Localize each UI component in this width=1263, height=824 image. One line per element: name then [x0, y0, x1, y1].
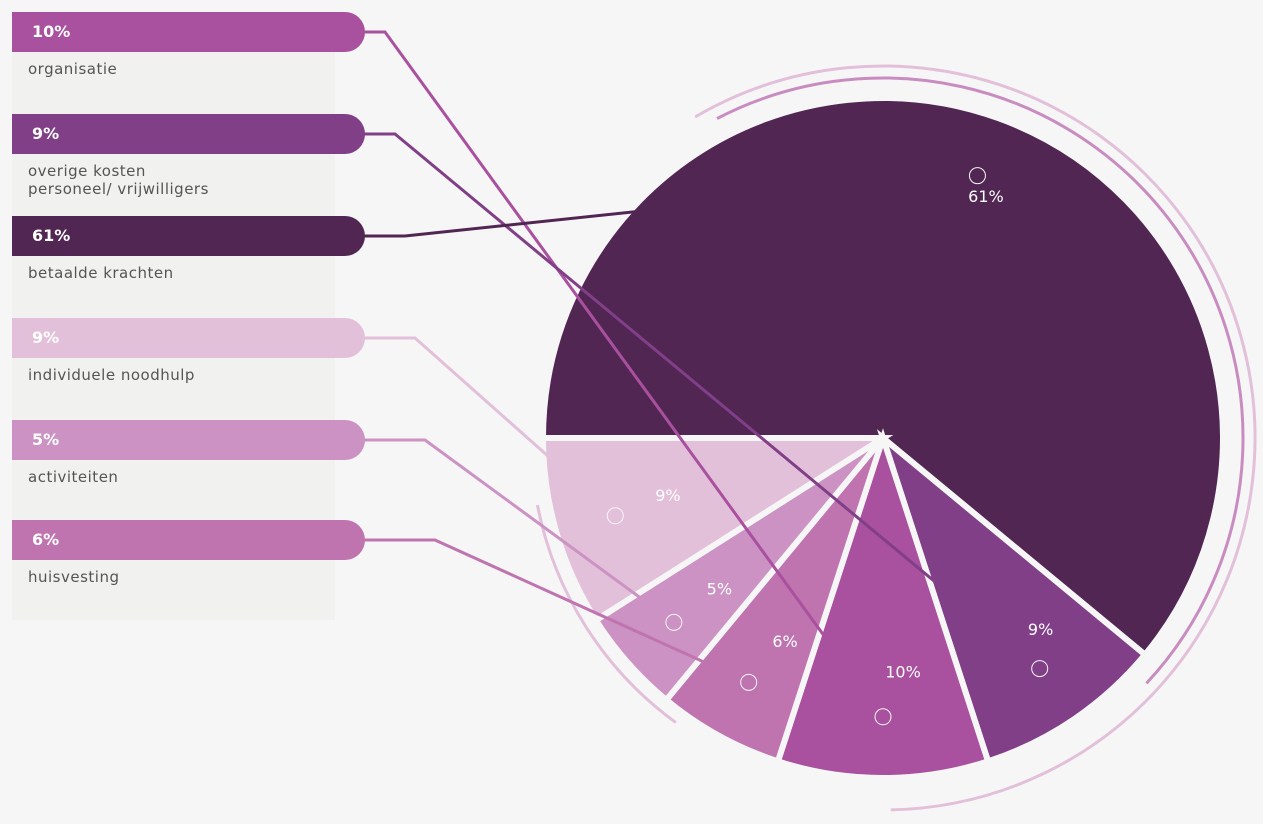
legend-label: individuele noodhulp	[28, 366, 195, 384]
slice-label: 61%	[968, 187, 1004, 206]
decor-arc	[535, 504, 677, 724]
connector	[342, 336, 617, 517]
pie-slice	[539, 95, 1226, 659]
slice-dot	[1031, 660, 1049, 678]
legend-label: organisatie	[28, 60, 118, 78]
legend-label: betaalde krachten	[28, 264, 174, 282]
slice-dot	[968, 167, 986, 185]
slice-label: 5%	[707, 579, 732, 598]
slice-dot	[740, 673, 758, 691]
legend-pill: 5%	[12, 420, 365, 460]
legend-pill: 10%	[12, 12, 365, 52]
legend-pill: 9%	[12, 318, 365, 358]
legend-label: huisvesting	[28, 568, 120, 586]
connector	[342, 438, 675, 624]
connector	[342, 538, 750, 684]
slice-label: 6%	[772, 632, 797, 651]
slice-dot	[665, 613, 683, 631]
legend-panel	[12, 12, 335, 620]
legend-label: activiteiten	[28, 468, 119, 486]
legend-label: overige kosten personeel/ vrijwilligers	[28, 162, 209, 198]
slice-label: 10%	[885, 662, 921, 681]
slice-label: 9%	[1028, 620, 1053, 639]
pie-slice	[774, 428, 992, 781]
legend-pill: 9%	[12, 114, 365, 154]
slice-dot	[874, 708, 892, 726]
decor-arc	[716, 76, 1245, 685]
decor-arc	[694, 64, 1257, 812]
slice-label: 9%	[655, 486, 680, 505]
pie-slice	[876, 429, 1150, 766]
legend-pill: 61%	[12, 216, 365, 256]
legend-pill: 6%	[12, 520, 365, 560]
slice-dot	[606, 507, 624, 525]
